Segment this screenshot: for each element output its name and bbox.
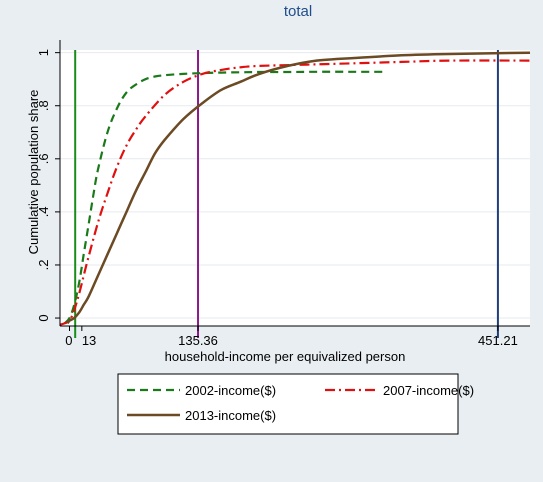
legend-label-2007: 2007-income($) bbox=[383, 383, 474, 398]
x-tick-label: 135.36 bbox=[178, 333, 218, 348]
y-tick-label: .8 bbox=[36, 100, 51, 111]
series-layer bbox=[59, 51, 531, 326]
legend-label-2002: 2002-income($) bbox=[185, 383, 276, 398]
grid-layer bbox=[60, 52, 530, 319]
legend-box bbox=[117, 373, 459, 435]
x-tick-label: 451.21 bbox=[478, 333, 518, 348]
reference-lines bbox=[74, 50, 499, 338]
series-line-2 bbox=[66, 51, 531, 325]
legend-label-2013: 2013-income($) bbox=[185, 408, 276, 423]
x-tick-label: 13 bbox=[82, 333, 96, 348]
y-axis-label: Cumulative population share bbox=[26, 90, 41, 255]
x-tick-label: 0 bbox=[65, 333, 72, 348]
plot-area bbox=[60, 50, 530, 326]
axis-layer: 0 .2 .4 .6 .8 1 0 13 135.36 451.21 bbox=[36, 40, 530, 348]
y-tick-label: 1 bbox=[36, 49, 51, 56]
y-tick-label: 0 bbox=[36, 314, 51, 321]
y-tick-label: .6 bbox=[36, 153, 51, 164]
chart-title: total bbox=[284, 3, 312, 20]
y-tick-label: .4 bbox=[36, 206, 51, 217]
legend: 2002-income($) 2007-income($) 2013-incom… bbox=[117, 373, 474, 435]
y-tick-label: .2 bbox=[36, 260, 51, 271]
x-axis-label: household-income per equivalized person bbox=[165, 349, 406, 364]
series-line-1 bbox=[59, 59, 531, 326]
